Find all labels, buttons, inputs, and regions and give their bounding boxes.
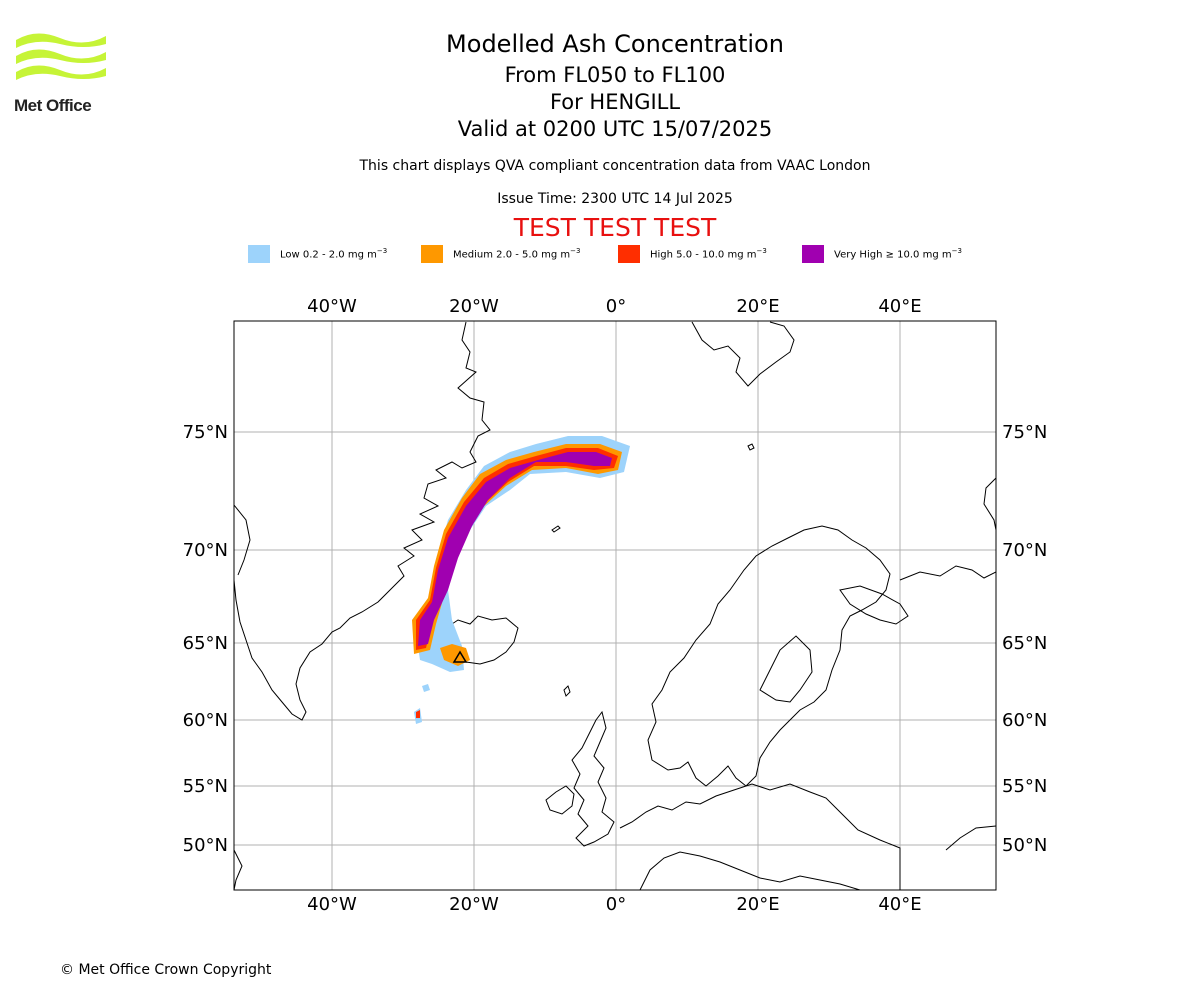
test-banner: TEST TEST TEST xyxy=(513,213,717,242)
legend-swatch-high xyxy=(618,245,640,263)
legend-swatch-medium xyxy=(421,245,443,263)
lon-tick-label: 40°E xyxy=(878,296,921,317)
legend-swatch-low xyxy=(248,245,270,263)
coastline-ireland xyxy=(545,785,575,815)
lat-tick-label: 70°N xyxy=(183,540,228,561)
lat-tick-label: 55°N xyxy=(183,776,228,797)
lon-tick-label: 40°W xyxy=(307,894,357,915)
lat-tick-label: 60°N xyxy=(1002,710,1047,731)
lat-tick-label: 50°N xyxy=(1002,835,1047,856)
lat-ticks-right: 75°N 70°N 65°N 60°N 55°N 50°N xyxy=(1002,422,1047,856)
lat-tick-label: 70°N xyxy=(1002,540,1047,561)
logo-text: Met Office xyxy=(14,96,92,115)
lat-ticks-left: 75°N 70°N 65°N 60°N 55°N 50°N xyxy=(183,422,228,856)
lat-tick-label: 75°N xyxy=(1002,422,1047,443)
legend-swatch-very-high xyxy=(802,245,824,263)
volcano-marker-icon xyxy=(452,650,468,663)
lon-tick-label: 40°W xyxy=(307,296,357,317)
map-frame xyxy=(233,320,997,891)
lon-tick-label: 0° xyxy=(606,894,626,915)
coastline-scandinavia xyxy=(647,525,891,787)
met-office-wave-icon xyxy=(16,33,106,80)
ash-medium xyxy=(412,444,622,654)
coastline-svalbard xyxy=(691,321,795,387)
flight-levels: From FL050 to FL100 xyxy=(504,63,726,87)
ash-plume xyxy=(412,436,630,724)
legend-item-medium: Medium 2.0 - 5.0 mg m−3 xyxy=(421,244,580,264)
coastline-europe xyxy=(619,783,901,890)
lon-tick-label: 20°E xyxy=(736,296,779,317)
coastline-greenland xyxy=(234,321,491,721)
lat-tick-label: 60°N xyxy=(183,710,228,731)
legend-item-high: High 5.0 - 10.0 mg m−3 xyxy=(618,244,767,264)
lon-tick-label: 20°E xyxy=(736,894,779,915)
legend-label-medium: Medium 2.0 - 5.0 mg m xyxy=(453,249,571,261)
copyright: © Met Office Crown Copyright xyxy=(60,962,272,978)
legend-label-high: High 5.0 - 10.0 mg m xyxy=(650,249,757,261)
coastline-great-britain xyxy=(571,710,615,847)
chart-title: Modelled Ash Concentration xyxy=(446,30,784,58)
lon-ticks-top: 40°W 20°W 0° 20°E 40°E xyxy=(307,296,921,317)
met-office-logo: Met Office xyxy=(14,30,110,116)
lat-tick-label: 65°N xyxy=(183,633,228,654)
ash-very-high xyxy=(418,452,612,646)
lat-tick-label: 55°N xyxy=(1002,776,1047,797)
legend-label-very-high: Very High ≥ 10.0 mg m xyxy=(834,249,952,261)
legend-item-very-high: Very High ≥ 10.0 mg m−3 xyxy=(802,244,962,264)
lon-tick-label: 20°W xyxy=(449,894,499,915)
volcano-name: For HENGILL xyxy=(549,90,681,114)
lon-tick-label: 20°W xyxy=(449,296,499,317)
lon-tick-label: 40°E xyxy=(878,894,921,915)
graticule xyxy=(234,321,996,890)
lon-ticks-bottom: 40°W 20°W 0° 20°E 40°E xyxy=(307,894,921,915)
lon-tick-label: 0° xyxy=(606,296,626,317)
valid-time: Valid at 0200 UTC 15/07/2025 xyxy=(457,117,773,141)
lat-tick-label: 50°N xyxy=(183,835,228,856)
legend-item-low: Low 0.2 - 2.0 mg m−3 xyxy=(248,244,387,264)
coastlines xyxy=(234,321,996,890)
issue-time: Issue Time: 2300 UTC 14 Jul 2025 xyxy=(497,191,733,207)
lat-tick-label: 65°N xyxy=(1002,633,1047,654)
legend-label-low: Low 0.2 - 2.0 mg m xyxy=(280,249,377,261)
lat-tick-label: 75°N xyxy=(183,422,228,443)
chart-description: This chart displays QVA compliant concen… xyxy=(359,158,871,174)
